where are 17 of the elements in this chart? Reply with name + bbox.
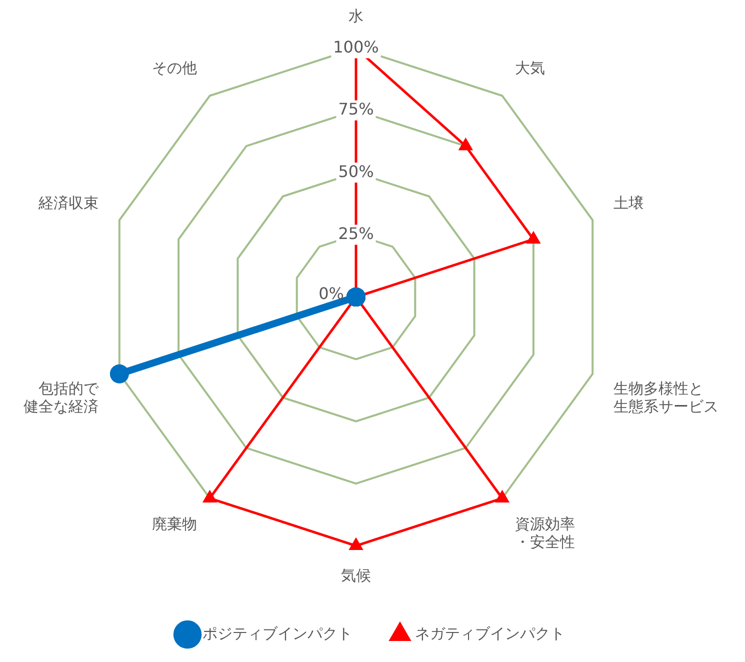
legend-label: ポジティブインパクト — [202, 624, 352, 642]
spoke-label: 経済収束 — [37, 194, 98, 212]
y-tick-label: 100% — [333, 37, 379, 56]
y-tick-label: 25% — [338, 224, 374, 243]
y-tick-label: 50% — [338, 162, 374, 181]
spoke-label: 大気 — [515, 58, 546, 77]
spoke-label: 生物多様性と生態系サービス — [614, 380, 719, 416]
spoke-label: 気候 — [341, 566, 371, 585]
spoke-label: 水 — [348, 7, 364, 26]
legend-label: ネガティブインパクト — [415, 624, 565, 642]
spoke-label: その他 — [152, 58, 197, 77]
y-tick-label: 75% — [338, 100, 374, 119]
y-tick-label: 0% — [318, 284, 344, 304]
spoke-label: 包括的で健全な経済 — [23, 380, 100, 416]
spoke-label: 廃棄物 — [152, 514, 197, 533]
spoke-label: 土壌 — [614, 194, 644, 212]
spoke-label: 資源効率・安全性 — [515, 514, 576, 551]
